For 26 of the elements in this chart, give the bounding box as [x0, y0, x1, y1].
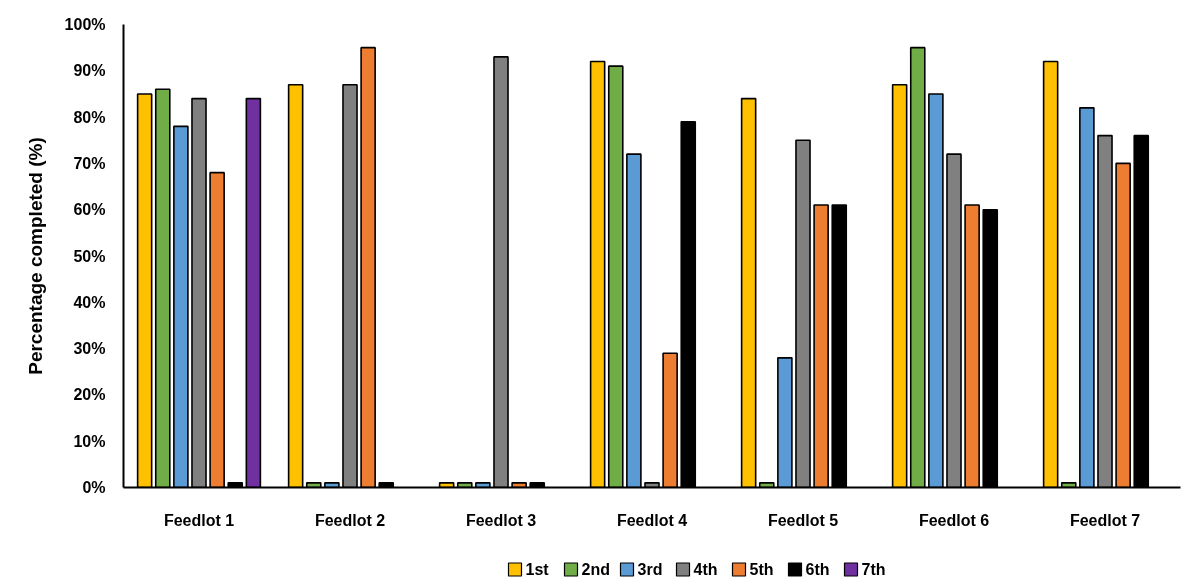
legend-label: 4th [693, 561, 718, 578]
legend-label: 3rd [637, 561, 663, 578]
x-tick-label: Feedlot 4 [616, 511, 688, 529]
x-tick-label: Feedlot 1 [163, 511, 235, 529]
y-tick-label: 50% [73, 247, 106, 265]
x-tick-label: Feedlot 7 [1069, 511, 1141, 529]
y-tick-label: 70% [73, 154, 106, 172]
y-tick-label: 10% [73, 432, 106, 450]
y-tick-label: 100% [64, 16, 106, 33]
y-tick-label: 30% [73, 340, 106, 358]
y-axis-title: Percentage completed (%) [24, 137, 46, 375]
legend-label: 5th [749, 561, 774, 578]
y-tick-label: 20% [73, 386, 106, 404]
x-tick-label: Feedlot 6 [918, 511, 990, 529]
legend-label: 2nd [581, 561, 610, 578]
x-tick-label: Feedlot 2 [314, 511, 386, 529]
legend-label: 6th [805, 561, 830, 578]
legend-label: 1st [525, 561, 550, 578]
y-tick-label: 0% [82, 479, 106, 496]
y-tick-label: 80% [73, 108, 106, 126]
y-tick-label: 40% [73, 293, 106, 311]
x-tick-label: Feedlot 3 [465, 511, 537, 529]
legend-label: 7th [861, 561, 886, 578]
y-tick-label: 60% [73, 201, 106, 219]
y-tick-label: 90% [73, 62, 106, 80]
x-tick-label: Feedlot 5 [767, 511, 839, 529]
